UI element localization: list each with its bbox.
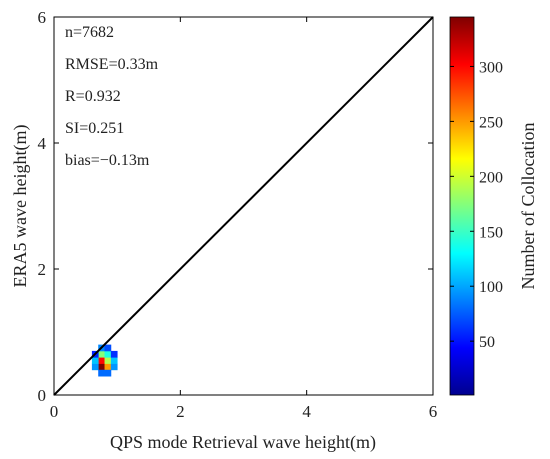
statistic-text: SI=0.251 <box>65 120 124 137</box>
statistic-text: RMSE=0.33m <box>65 56 159 73</box>
y-tick-label: 2 <box>38 260 47 279</box>
colorbar-label: Number of Collocation <box>518 123 538 290</box>
y-tick-label: 6 <box>38 8 47 27</box>
colorbar-tick-label: 250 <box>479 114 503 131</box>
density-cell <box>110 363 118 371</box>
density-cell <box>110 357 118 364</box>
density-cells <box>91 344 118 377</box>
colorbar-ticks: 50 100 150 200 250 300 <box>450 59 503 351</box>
colorbar <box>449 16 475 396</box>
statistic-text: bias=−0.13m <box>65 152 150 169</box>
one-to-one-line <box>53 16 434 396</box>
density-cell <box>104 363 112 371</box>
x-tick-label: 6 <box>429 402 438 421</box>
statistic-text: n=7682 <box>65 24 114 41</box>
x-axis-ticks: 0 2 4 6 <box>50 17 438 421</box>
colorbar-tick-label: 100 <box>479 279 503 296</box>
colorbar-tick-label: 50 <box>479 334 495 351</box>
density-cell <box>104 369 112 377</box>
y-axis-label: ERA5 wave height(m) <box>10 125 31 288</box>
density-cell <box>91 363 99 371</box>
plot-frame <box>53 16 434 396</box>
density-cell <box>98 363 105 371</box>
density-cell <box>104 344 112 352</box>
density-cell <box>110 350 118 358</box>
density-cell <box>98 369 105 377</box>
x-tick-label: 4 <box>302 402 311 421</box>
density-cell <box>98 357 105 364</box>
x-axis-label: QPS mode Retrieval wave height(m) <box>110 432 376 453</box>
statistic-text: R=0.932 <box>65 88 121 105</box>
density-cell <box>104 350 112 358</box>
x-tick-label: 2 <box>176 402 185 421</box>
y-tick-label: 4 <box>38 134 47 153</box>
density-cell <box>104 357 112 364</box>
x-tick-label: 0 <box>50 402 59 421</box>
density-cell <box>91 357 99 364</box>
colorbar-tick-label: 150 <box>479 224 503 241</box>
density-cell <box>98 350 105 358</box>
colorbar-tick-label: 200 <box>479 169 503 186</box>
statistics-box: n=7682 RMSE=0.33m R=0.932 SI=0.251 bias=−0.1… <box>65 24 159 169</box>
colorbar-tick-label: 300 <box>479 59 503 76</box>
y-tick-label: 0 <box>38 386 47 405</box>
y-axis-ticks: 0 2 4 6 <box>38 8 433 405</box>
